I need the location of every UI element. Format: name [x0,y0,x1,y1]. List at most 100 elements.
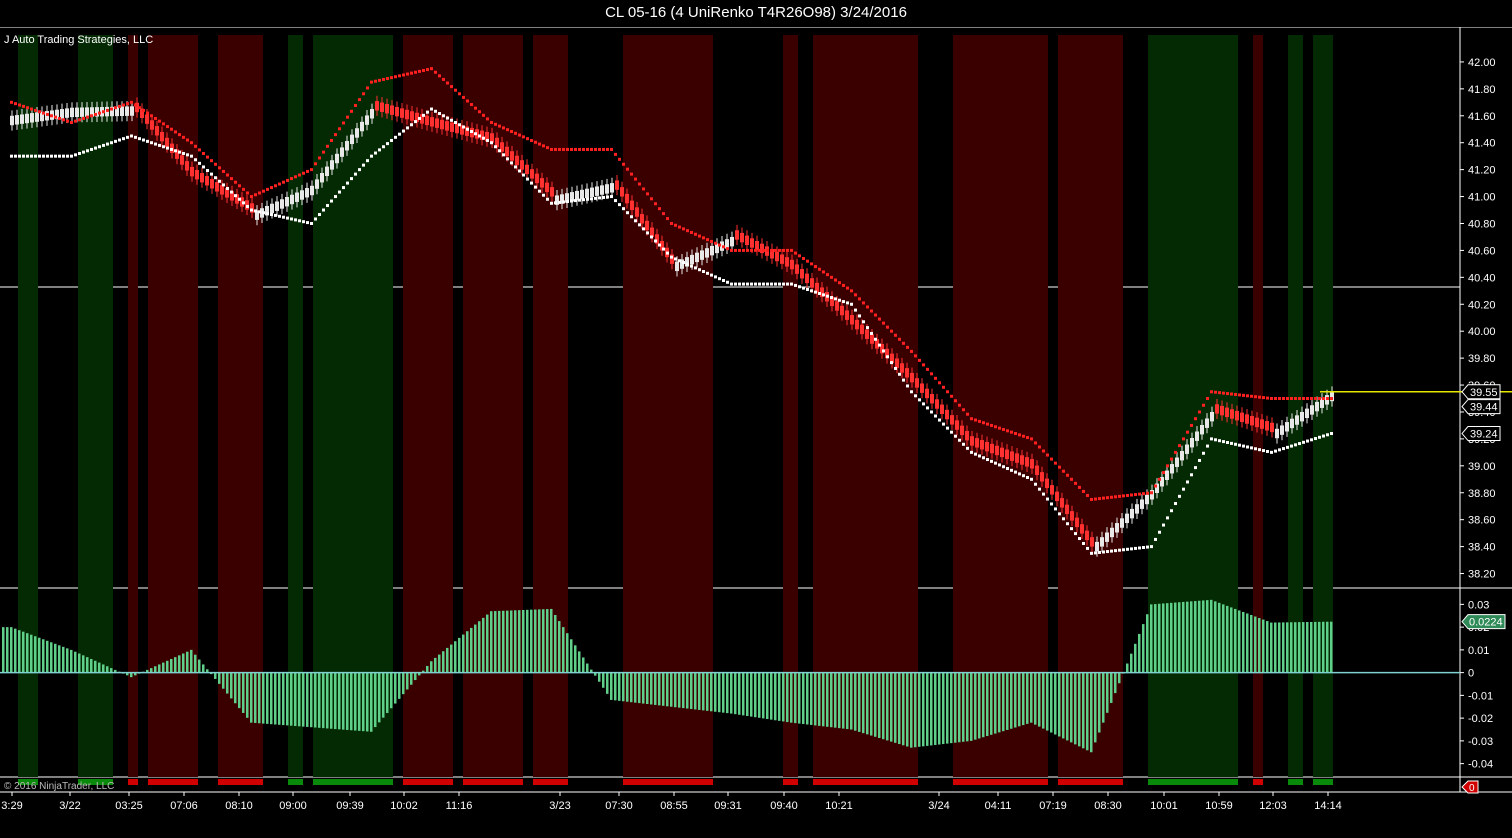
resistance-dot [994,425,997,429]
histogram-bar [502,610,505,673]
histogram-bar [270,672,273,725]
resistance-dot [1106,496,1109,500]
time-tick-label: 3/22 [59,800,80,812]
support-dot [1126,547,1129,551]
support-dot [1138,546,1141,550]
bull-candle [1275,428,1279,439]
bull-candle [30,113,34,123]
resistance-dot [62,118,65,122]
resistance-dot [242,187,245,191]
zone-bull [288,35,303,777]
resistance-dot [1038,445,1041,449]
resistance-dot [1002,427,1005,431]
resistance-dot [1082,489,1085,493]
support-dot [1282,447,1285,451]
bear-candle [1030,459,1034,469]
support-dot [582,198,585,202]
support-dot [94,146,97,150]
histogram-bar [1222,604,1225,673]
resistance-dot [954,399,957,403]
resistance-dot [102,110,105,114]
resistance-dot [218,166,221,170]
bear-candle [445,121,449,131]
resistance-dot [1250,394,1253,398]
support-dot [294,218,297,222]
histogram-bar [578,651,581,673]
support-dot [1314,437,1317,441]
support-dot [658,243,661,247]
bull-candle [1110,527,1114,538]
histogram-bar [22,631,25,673]
histogram-bar [1150,604,1153,673]
bear-candle [650,227,654,237]
bear-candle [1070,511,1074,521]
histogram-bar [1006,672,1009,730]
histogram-bar [1062,672,1065,739]
support-dot [286,216,289,220]
resistance-dot [462,95,465,99]
bear-candle [800,269,804,279]
histogram-bar [550,608,553,673]
bull-candle [1205,418,1209,428]
support-dot [990,459,993,463]
resistance-dot [118,104,121,108]
support-dot [898,372,901,376]
resistance-dot [850,289,853,293]
time-tick-label: 3:29 [1,800,22,812]
chart-frame[interactable]: 42.00 41.80 41.60 41.40 41.20 41.00 40.80 40.60… [0,27,1512,838]
resistance-dot [122,103,125,107]
resistance-dot [322,150,325,154]
histogram-bar [182,653,185,673]
support-dot [306,221,309,225]
histogram-bar [230,672,233,699]
histogram-bar [818,672,821,726]
bear-candle [995,445,999,456]
time-tick-label: 08:30 [1094,800,1122,812]
price-chart[interactable]: 42.00 41.80 41.60 41.40 41.20 41.00 40.80 40.60… [0,27,1512,838]
histogram-bar [1218,602,1221,673]
resistance-dot [710,239,713,243]
zone-strip-bull [1288,779,1303,785]
support-dot [698,268,701,272]
histogram-bar [630,672,633,703]
resistance-dot [546,146,549,150]
bull-candle [610,183,614,193]
bear-candle [435,118,439,128]
bull-candle [710,245,714,256]
support-dot [834,297,837,301]
histogram-bar [330,672,333,729]
resistance-dot [1150,491,1153,495]
bear-candle [1270,422,1274,433]
resistance-dot [74,119,77,123]
bear-candle [985,441,989,452]
histogram-bar [1286,622,1289,673]
histogram-bar [726,672,729,714]
resistance-dot [926,367,929,371]
bear-candle [625,193,629,204]
resistance-dot [1130,493,1133,497]
zone-bear [1058,35,1123,777]
bull-candle [1100,537,1104,547]
support-dot [1206,444,1209,448]
histogram-bar [842,672,845,729]
histogram-bar [190,649,193,673]
support-dot [586,197,589,201]
resistance-dot [18,103,21,107]
resistance-dot [306,169,309,173]
support-dot [1190,473,1193,477]
histogram-bar [370,672,373,732]
resistance-dot [354,103,357,107]
histogram-bar [1194,601,1197,673]
histogram-bar [538,609,541,673]
histogram-bar [1134,643,1137,673]
bear-candle [140,108,144,119]
zone-strip-bear [953,779,1048,785]
support-dot [694,266,697,270]
support-dot [1026,475,1029,479]
resistance-dot [1118,494,1121,498]
support-dot [566,199,569,203]
support-dot [278,214,281,218]
resistance-dot [738,248,741,252]
resistance-dot [222,169,225,173]
histogram-bar [998,672,1001,733]
